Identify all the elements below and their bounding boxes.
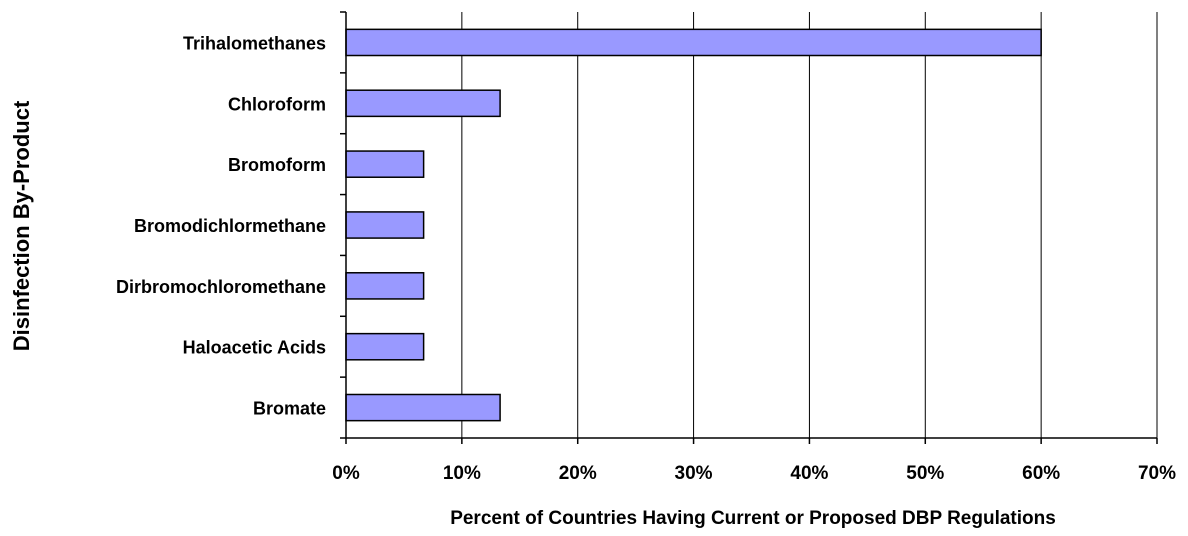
bar-2 (345, 150, 425, 178)
x-tick-label-7: 70% (1138, 463, 1176, 484)
x-tick-label-3: 30% (675, 463, 713, 484)
x-tick-label-4: 40% (790, 463, 828, 484)
category-label-1: Chloroform (228, 94, 326, 114)
labels: Trihalomethanes Chloroform Bromoform Bromod… (116, 33, 1176, 484)
category-label-3: Bromodichlormethane (134, 216, 326, 236)
bar-0 (345, 28, 1042, 57)
y-axis-title: Disinfection By-Product (9, 100, 34, 351)
x-tick-label-6: 60% (1022, 463, 1060, 484)
bar-5 (345, 332, 425, 361)
category-label-4: Dirbromochloromethane (116, 277, 326, 297)
bar-4 (345, 272, 425, 300)
bar-3 (345, 211, 425, 239)
bars (345, 28, 1042, 422)
axes (340, 11, 1158, 444)
category-label-0: Trihalomethanes (183, 33, 326, 53)
x-tick-label-2: 20% (559, 463, 597, 484)
category-label-6: Bromate (253, 399, 326, 419)
category-label-5: Haloacetic Acids (183, 338, 326, 358)
bar-6 (345, 393, 501, 422)
x-tick-label-1: 10% (443, 463, 481, 484)
gridlines (461, 12, 1158, 438)
x-axis-title: Percent of Countries Having Current or P… (450, 508, 1056, 529)
category-label-2: Bromoform (228, 155, 326, 175)
x-tick-label-0: 0% (332, 463, 360, 484)
bar-1 (345, 89, 501, 118)
x-tick-label-5: 50% (906, 463, 944, 484)
